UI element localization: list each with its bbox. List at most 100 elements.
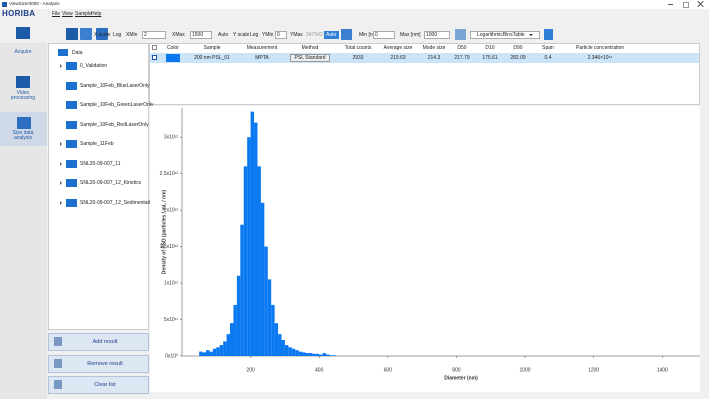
- maximize[interactable]: [683, 2, 689, 8]
- button-label[interactable]: Clear list: [94, 382, 116, 388]
- input-field[interactable]: [373, 31, 395, 39]
- toolbar-icon[interactable]: [96, 28, 108, 40]
- auto-label[interactable]: Auto: [326, 32, 337, 38]
- input-value[interactable]: 0: [375, 32, 378, 38]
- histogram-bar: [219, 345, 224, 356]
- app-icon: [2, 2, 7, 7]
- tree-root[interactable]: Data: [72, 50, 83, 56]
- row-checkbox[interactable]: [152, 55, 157, 60]
- toolbar-icon[interactable]: [66, 28, 78, 40]
- header-checkbox[interactable]: [152, 45, 157, 50]
- dropdown-value[interactable]: LogarithmicBinsTable: [477, 32, 525, 38]
- button[interactable]: [48, 376, 149, 394]
- histogram-bar: [206, 350, 210, 356]
- button-label[interactable]: Remove result: [87, 360, 123, 367]
- histogram-bar: [226, 334, 231, 356]
- tree-item[interactable]: Sample_10Feb_BlueLaserOnly: [80, 82, 150, 89]
- histogram-bar: [302, 352, 306, 356]
- input-field[interactable]: [424, 31, 450, 39]
- button[interactable]: [48, 354, 149, 373]
- input-field[interactable]: [190, 31, 212, 39]
- expand-arrow[interactable]: [60, 142, 62, 146]
- y-tick-label: 0x10⁰: [165, 353, 178, 359]
- histogram-bar: [240, 224, 244, 356]
- y-axis-title: Density of PSD (particles / mL / nm): [161, 189, 167, 274]
- histogram-bar: [271, 304, 275, 356]
- button[interactable]: [48, 333, 149, 351]
- histogram-bar: [236, 275, 241, 356]
- histogram-bar: [199, 351, 203, 356]
- histogram-bar: [257, 166, 261, 356]
- nav-icon[interactable]: [16, 27, 30, 39]
- toolbar-label: XMax: [172, 32, 185, 38]
- y-tick-label: 2x10¹²: [164, 207, 179, 213]
- toolbar-icon[interactable]: [80, 28, 92, 40]
- toolbar-label: XMin: [126, 32, 138, 38]
- table-cell: 200 nm PSL_01: [194, 55, 230, 61]
- tree-item[interactable]: 0_Validation: [80, 63, 108, 69]
- menu-item[interactable]: Help: [91, 11, 102, 17]
- toolbar-icon[interactable]: [455, 29, 466, 40]
- histogram-bar: [243, 166, 248, 356]
- toolbar-label[interactable]: Auto: [218, 32, 229, 38]
- folder-icon: [66, 140, 77, 148]
- nav-icon[interactable]: [16, 76, 30, 88]
- nav-label[interactable]: Acquire: [14, 49, 32, 55]
- histogram-bar: [332, 355, 337, 356]
- histogram-bar: [216, 347, 220, 356]
- auto-toggle: [324, 31, 339, 39]
- expand-arrow[interactable]: [60, 200, 62, 205]
- expand-arrow[interactable]: [60, 161, 62, 166]
- toolbar-label[interactable]: Log: [113, 32, 122, 38]
- histogram-bar: [260, 202, 265, 356]
- y-tick-label: 5x10¹¹: [164, 317, 179, 323]
- tree-item[interactable]: Sample_11Feb: [80, 141, 114, 147]
- tree-item[interactable]: Sample_10Feb_GreenLaserOnly: [80, 102, 154, 108]
- column-header: Span: [542, 45, 554, 51]
- input-value[interactable]: 1500: [192, 32, 204, 38]
- nav-label[interactable]: Size data analysis: [12, 130, 34, 141]
- column-header: Measurement: [246, 45, 278, 51]
- table-cell: MPTA: [255, 55, 269, 61]
- column-header: Particle concentration: [575, 45, 625, 51]
- histogram-bar: [298, 351, 303, 356]
- x-tick-label: 400: [315, 367, 324, 373]
- folder-icon: [66, 81, 77, 90]
- expand-arrow[interactable]: [60, 64, 62, 68]
- x-tick-label: 1200: [588, 367, 599, 373]
- folder-icon: [66, 101, 77, 109]
- nav-icon[interactable]: [17, 117, 31, 129]
- minimize[interactable]: [668, 4, 673, 5]
- table-cell: 2.346×10¹⁴: [587, 55, 613, 61]
- input-value[interactable]: 0: [277, 32, 280, 38]
- logo: HORIBA: [2, 9, 36, 18]
- menu-item[interactable]: View: [62, 11, 73, 17]
- histogram-bar: [312, 353, 316, 356]
- input-value[interactable]: 2: [144, 32, 147, 38]
- menu-item[interactable]: Sample: [75, 11, 92, 17]
- tree-item[interactable]: SNL20-09-007_11: [80, 160, 121, 167]
- tree-panel: [48, 43, 149, 330]
- table-cell: 0.4: [544, 55, 552, 61]
- nav-label[interactable]: Video processing: [10, 90, 36, 101]
- toolbar-icon[interactable]: [544, 29, 553, 40]
- tree-item[interactable]: SNL20-09-007_12_Kinetics: [80, 180, 142, 186]
- bins-dropdown[interactable]: [470, 31, 540, 39]
- tree-item[interactable]: SNL20-09-007_12_Sedimentation: [80, 199, 156, 206]
- toolbar-icon[interactable]: [341, 29, 352, 40]
- menu-item[interactable]: File: [52, 11, 61, 17]
- column-header: D10: [485, 45, 495, 51]
- toolbar-label: Max [nm]: [400, 32, 421, 38]
- toolbar-label[interactable]: Log: [250, 32, 259, 38]
- button-label[interactable]: Add result: [92, 339, 118, 345]
- column-header: D50: [457, 45, 467, 51]
- input-field[interactable]: [142, 31, 166, 39]
- histogram-bar: [322, 353, 327, 356]
- tree-item[interactable]: Sample_10Feb_RedLaserOnly: [80, 121, 149, 128]
- expand-arrow[interactable]: [60, 181, 62, 185]
- input-value[interactable]: 1000: [426, 32, 438, 38]
- input-field[interactable]: [275, 31, 287, 39]
- y-tick-label: 1.5x10¹²: [160, 244, 179, 250]
- folder-icon: [66, 198, 77, 207]
